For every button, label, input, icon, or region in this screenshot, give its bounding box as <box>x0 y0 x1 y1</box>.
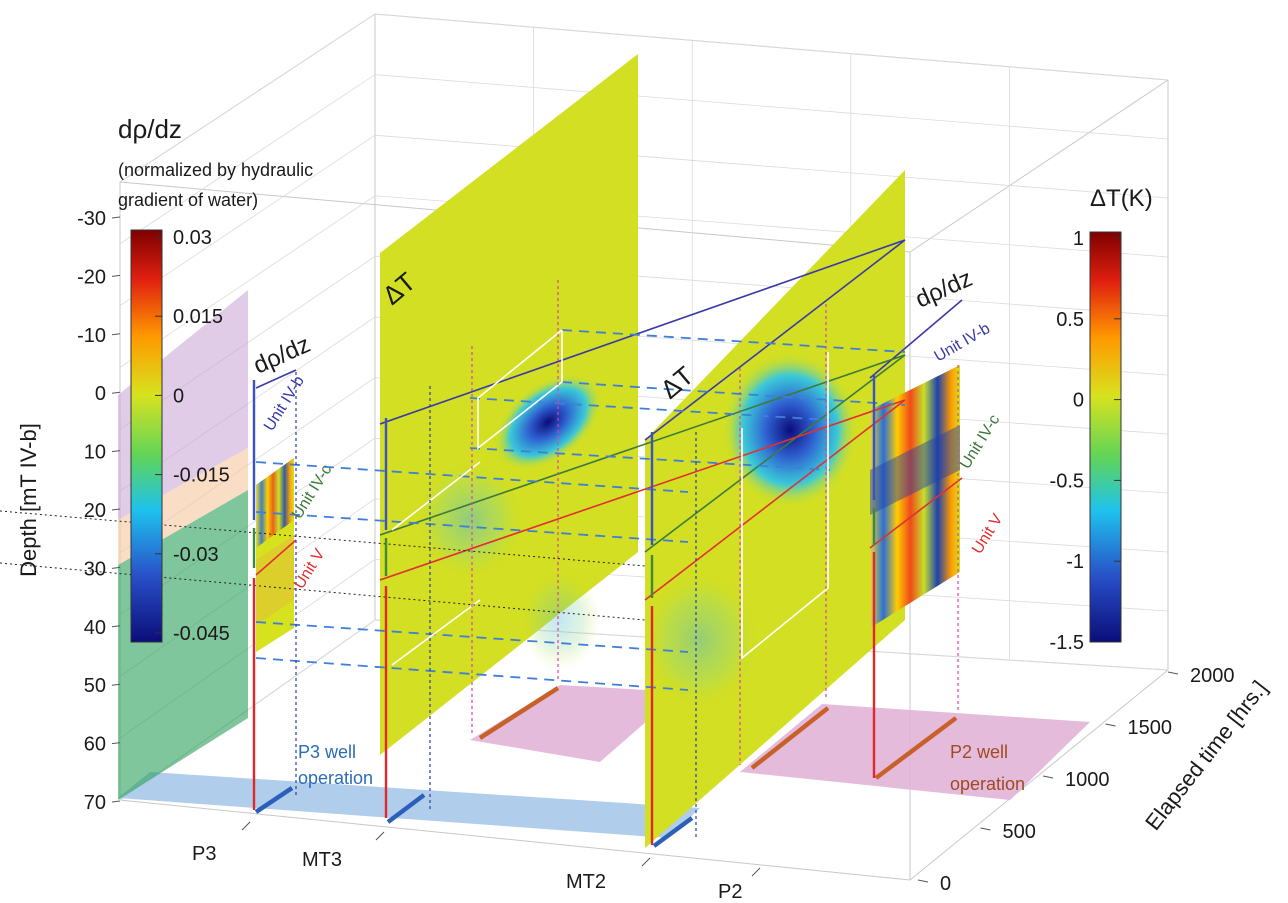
time-tick-label: 1500 <box>1128 717 1173 739</box>
operation-labels: P3 well operation P2 well operation <box>298 742 1025 794</box>
colorbar-rho-subtitle-2: gradient of water) <box>118 190 258 210</box>
colorbar-tick-label: 0 <box>1073 390 1084 412</box>
depth-tick-label: 60 <box>84 734 106 756</box>
depth-tick <box>111 800 121 803</box>
operation-arrows <box>254 686 958 848</box>
colorbar-tick-label: 0 <box>173 385 184 407</box>
depth-tick-label: 20 <box>84 500 106 522</box>
colorbar-tick-label: -0.03 <box>173 544 219 566</box>
depth-tick-label: -10 <box>77 325 106 347</box>
colorbar-deltat-bar <box>1089 231 1122 643</box>
time-tick-label: 0 <box>940 873 951 895</box>
colorbar-tick-label: 0.5 <box>1056 309 1084 331</box>
colorbar-tick-label: -1.5 <box>1050 632 1084 654</box>
time-tick <box>1105 723 1116 727</box>
grid-line <box>119 74 1169 245</box>
well-label-mt2: MT2 <box>566 871 606 893</box>
panel-label-p3: dρ/dz <box>249 331 314 380</box>
depth-axis: Depth [mT IV-b] -30 -20 -10 0 10 20 30 40 50 60 70 <box>16 208 121 814</box>
time-tick-label: 2000 <box>1190 665 1235 687</box>
p2-operation-label-1: P2 well <box>950 742 1008 762</box>
depth-tick-label: 70 <box>84 792 106 814</box>
p3-operation-label-2: operation <box>298 768 373 788</box>
time-tick <box>1167 671 1179 675</box>
depth-tick <box>111 625 121 628</box>
depth-tick-label: 50 <box>84 675 106 697</box>
panel-label-p2: dρ/dz <box>911 265 976 314</box>
p2-operation-band <box>740 704 1090 800</box>
depth-tick-label: -30 <box>77 208 106 230</box>
unit-label-v-left: Unit V <box>291 546 329 592</box>
colorbar-rho-bar <box>130 229 163 643</box>
colorbar-rho-subtitle-1: (normalized by hydraulic <box>118 160 313 180</box>
well-arrows <box>252 374 876 845</box>
depth-axis-label: Depth [mT IV-b] <box>16 423 41 577</box>
colorbar-deltat-title: ΔT(K) <box>1090 185 1153 212</box>
depth-tick-label: 10 <box>84 442 106 464</box>
depth-tick <box>111 391 121 394</box>
depth-tick <box>111 508 121 511</box>
colorbar-tick-label: -0.045 <box>173 623 230 645</box>
colorbar-rho: dρ/dz (normalized by hydraulic gradient … <box>118 114 313 645</box>
mt3-pink-band <box>470 685 680 762</box>
colorbar-tick-label: -1 <box>1066 551 1084 573</box>
depth-tick <box>111 274 121 277</box>
panel-p2-rho <box>870 365 960 628</box>
dotted-verticals <box>295 280 959 840</box>
p3-operation-label-1: P3 well <box>298 742 356 762</box>
depth-tick-label: 40 <box>84 617 106 639</box>
colorbar-tick-label: 0.015 <box>173 306 223 328</box>
time-tick-label: 1000 <box>1065 769 1110 791</box>
depth-tick <box>111 450 121 453</box>
time-tick <box>980 827 991 831</box>
well-label-p3: P3 <box>192 843 216 865</box>
white-highlight-lines <box>391 329 829 666</box>
depth-tick <box>111 742 121 745</box>
unit-label-v-right: Unit V <box>969 511 1007 557</box>
colorbar-tick-label: -0.5 <box>1050 470 1084 492</box>
depth-tick-label: 0 <box>95 383 106 405</box>
well-label-mt3: MT3 <box>302 849 342 871</box>
depth-tick-label: -20 <box>77 266 106 288</box>
well-axis: P3 MT3 MT2 P2 <box>192 821 761 903</box>
grid-line <box>119 13 1169 183</box>
well-label-p2: P2 <box>718 881 742 903</box>
time-axis-label: Elapsed time [hrs.] <box>1140 676 1272 835</box>
colorbar-tick-label: -0.015 <box>173 465 230 487</box>
time-tick <box>917 879 929 883</box>
colorbar-tick-label: 0.03 <box>173 227 212 249</box>
time-tick-label: 500 <box>1003 821 1036 843</box>
colorbar-tick-label: 1 <box>1073 228 1084 250</box>
unit-label-ivb-right: Unit IV-b <box>932 320 994 365</box>
unit-boundary-lines <box>255 239 963 601</box>
p2-operation-label-2: operation <box>950 774 1025 794</box>
depth-tick <box>111 683 121 686</box>
depth-tick <box>111 566 121 569</box>
depth-tick-label: 30 <box>84 558 106 580</box>
colorbar-deltat: ΔT(K) 1 0.5 0 -0.5 -1 -1.5 <box>1050 185 1153 654</box>
time-tick <box>1042 775 1054 779</box>
depth-tick <box>111 216 121 219</box>
colorbar-rho-title: dρ/dz <box>118 114 182 144</box>
dashed-guides <box>255 329 906 691</box>
depth-tick <box>111 333 121 336</box>
